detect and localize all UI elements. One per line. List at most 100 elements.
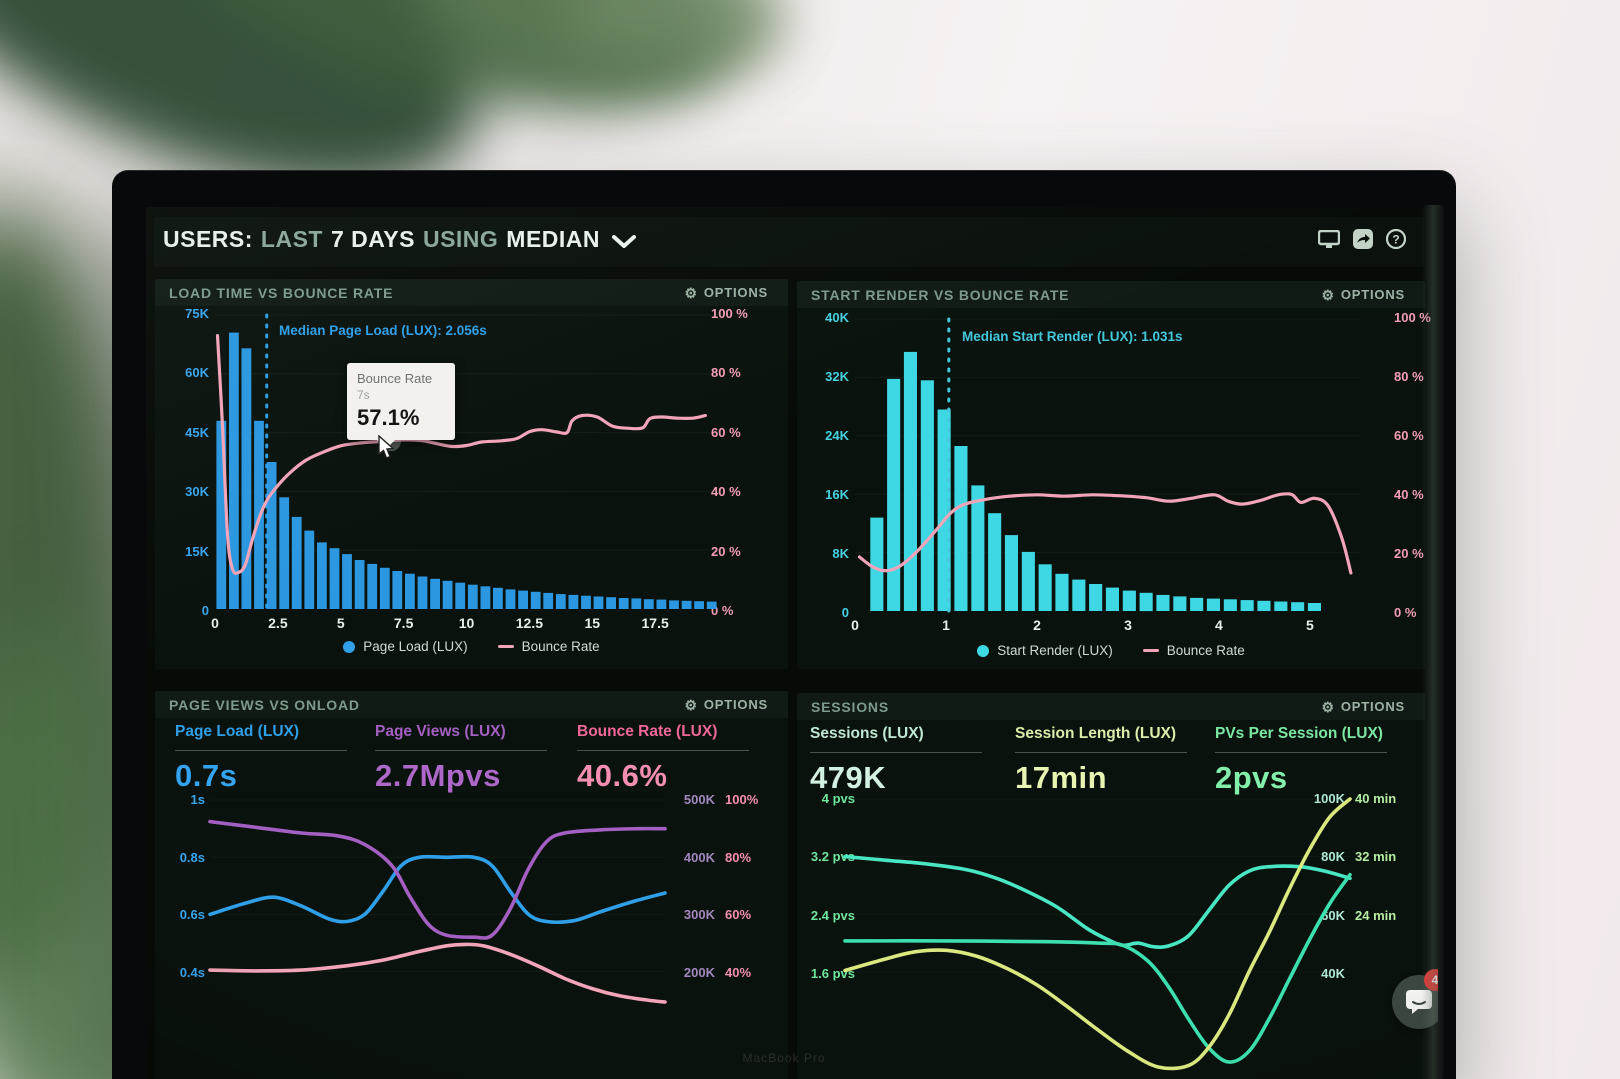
chat-bubble-icon	[1406, 990, 1432, 1014]
chart-tooltip: Bounce Rate 7s 57.1%	[347, 363, 455, 449]
metric: Session Length (LUX) 17min	[1015, 725, 1211, 796]
axis-tick: 2.5	[268, 615, 288, 631]
options-button[interactable]: ⚙ OPTIONS	[679, 284, 774, 301]
share-icon[interactable]	[1353, 229, 1373, 249]
axis-tick: 300K 60%	[683, 907, 752, 923]
axis-tick: 75K	[185, 306, 209, 321]
x-axis: 0 2.5 5 7.5 10 12.5 15 17.5	[211, 615, 718, 633]
panel-title: SESSIONS	[811, 698, 889, 715]
axis-tick: 2	[1033, 617, 1041, 633]
panel-title: START RENDER VS BOUNCE RATE	[811, 286, 1070, 303]
axis-tick: 12.5	[515, 615, 543, 631]
gear-icon: ⚙	[1321, 286, 1335, 303]
axis-tick: 80 %	[711, 365, 741, 381]
axis-tick: 3	[1124, 617, 1132, 633]
header-segment: USING	[422, 226, 499, 252]
axis-tick: 0 %	[711, 602, 734, 618]
metric: Page Load (LUX) 0.7s	[175, 723, 371, 794]
axis-tick: 60 %	[711, 424, 741, 440]
x-axis: 0 1 2 3 4 5	[851, 617, 1360, 635]
median-annotation: Median Page Load (LUX): 2.056s	[279, 323, 487, 338]
axis-tick: 5	[1306, 617, 1314, 633]
display-icon[interactable]	[1317, 229, 1341, 249]
chat-notification-badge[interactable]: 4	[1424, 969, 1438, 991]
axis-tick: 32K	[825, 369, 849, 384]
metric-value: 2.7Mpvs	[375, 758, 501, 793]
axis-tick: 5	[336, 615, 345, 631]
legend-item: Start Render (LUX)	[977, 643, 1113, 658]
gear-icon: ⚙	[684, 284, 698, 301]
header-segment: MEDIAN	[506, 226, 601, 252]
metric-label: Bounce Rate (LUX)	[577, 723, 718, 740]
panel-sessions: SESSIONS ⚙ OPTIONS 4 pvs 3.2 pvs 2.4 pvs 1.…	[797, 693, 1425, 1079]
metric: Sessions (LUX) 479K	[810, 725, 1006, 796]
metric-label: PVs Per Session (LUX)	[1215, 725, 1383, 742]
axis-tick: 0.4s	[179, 964, 205, 980]
panel-title: LOAD TIME VS BOUNCE RATE	[169, 284, 394, 301]
metric-value: 17min	[1015, 760, 1108, 795]
axis-tick: 40K	[825, 310, 849, 325]
y-axis-left: 4 pvs 3.2 pvs 2.4 pvs 1.6 pvs	[803, 791, 855, 981]
header-segment: USERS:	[163, 226, 253, 252]
axis-tick: 0	[841, 605, 849, 620]
axis-tick: 80K 32 min	[1321, 849, 1397, 865]
metric: PVs Per Session (LUX) 2pvs	[1215, 725, 1411, 796]
options-button[interactable]: ⚙ OPTIONS	[1316, 286, 1411, 303]
panel-title: PAGE VIEWS VS ONLOAD	[169, 696, 360, 713]
axis-tick: 100 %	[1394, 310, 1431, 325]
legend-dot-marker	[977, 644, 990, 657]
chart-load-time[interactable]	[215, 313, 718, 611]
axis-tick: 20 %	[711, 543, 741, 559]
metric-value: 2pvs	[1215, 760, 1288, 795]
metric: Page Views (LUX) 2.7Mpvs	[375, 723, 571, 794]
axis-tick: 40 %	[1394, 487, 1424, 502]
y-axis-right: 100K 40 min 80K 32 min 60K 24 min 40K	[1307, 791, 1422, 981]
header-segment: 7 DAYS	[330, 226, 415, 252]
axis-tick: 0.8s	[179, 849, 205, 865]
legend-dot-marker	[343, 640, 356, 653]
help-icon[interactable]: ?	[1385, 228, 1407, 250]
median-annotation: Median Start Render (LUX): 1.031s	[962, 329, 1183, 344]
dashboard-screen: USERS: LAST 7 DAYS USING MEDIAN ?	[146, 207, 1438, 1079]
axis-tick: 100K 40 min	[1313, 791, 1397, 806]
options-button[interactable]: ⚙ OPTIONS	[679, 696, 774, 713]
options-button[interactable]: ⚙ OPTIONS	[1316, 698, 1411, 715]
axis-tick: 1s	[190, 792, 205, 807]
laptop-brand-text: MacBook Pro	[742, 1051, 826, 1065]
svg-text:?: ?	[1392, 233, 1399, 247]
panel-page-views-vs-onload: PAGE VIEWS VS ONLOAD ⚙ OPTIONS 1s 0.8s 0.6…	[155, 691, 788, 1079]
axis-tick: 0	[211, 615, 219, 631]
chart-start-render[interactable]	[855, 317, 1360, 613]
axis-tick: 45K	[185, 424, 209, 440]
users-range-metric-dropdown[interactable]: USERS: LAST 7 DAYS USING MEDIAN	[163, 226, 637, 253]
chart-page-views-onload[interactable]	[208, 799, 667, 1079]
axis-tick: 40K	[1321, 965, 1345, 981]
chart-sessions[interactable]	[843, 797, 1352, 1079]
y-axis-right: 100 % 80 % 60 % 40 % 20 % 0 %	[1394, 310, 1438, 620]
axis-tick: 0.6s	[179, 907, 205, 923]
chart-legend: Page Load (LUX) Bounce Rate	[155, 639, 788, 654]
panel-load-time-vs-bounce-rate: LOAD TIME VS BOUNCE RATE ⚙ OPTIONS 75K 60…	[155, 279, 788, 669]
metric-label: Page Views (LUX)	[375, 723, 506, 740]
axis-tick: 100 %	[711, 306, 748, 321]
metric-value: 0.7s	[175, 758, 238, 793]
metric-value: 40.6%	[577, 758, 668, 793]
axis-tick: 0 %	[1394, 605, 1417, 620]
axis-tick: 4 pvs	[821, 791, 855, 806]
app-header-bar: USERS: LAST 7 DAYS USING MEDIAN ?	[154, 217, 1424, 267]
panel-start-render-vs-bounce-rate: START RENDER VS BOUNCE RATE ⚙ OPTIONS 40…	[797, 281, 1431, 669]
gear-icon: ⚙	[684, 696, 698, 713]
metric: Bounce Rate (LUX) 40.6%	[577, 723, 773, 794]
legend-item: Bounce Rate	[497, 639, 600, 654]
legend-item: Page Load (LUX)	[343, 639, 468, 654]
axis-tick: 10	[458, 615, 475, 631]
axis-tick: 2.4 pvs	[810, 907, 855, 923]
metric-label: Sessions (LUX)	[810, 725, 924, 742]
bezel-glare	[1422, 205, 1444, 1079]
legend-item: Bounce Rate	[1142, 643, 1245, 658]
y-axis-left: 75K 60K 45K 30K 15K 0	[159, 306, 209, 618]
axis-tick: 60 %	[1394, 428, 1424, 443]
laptop: USERS: LAST 7 DAYS USING MEDIAN ?	[112, 170, 1456, 1079]
axis-tick: 3.2 pvs	[810, 849, 855, 865]
